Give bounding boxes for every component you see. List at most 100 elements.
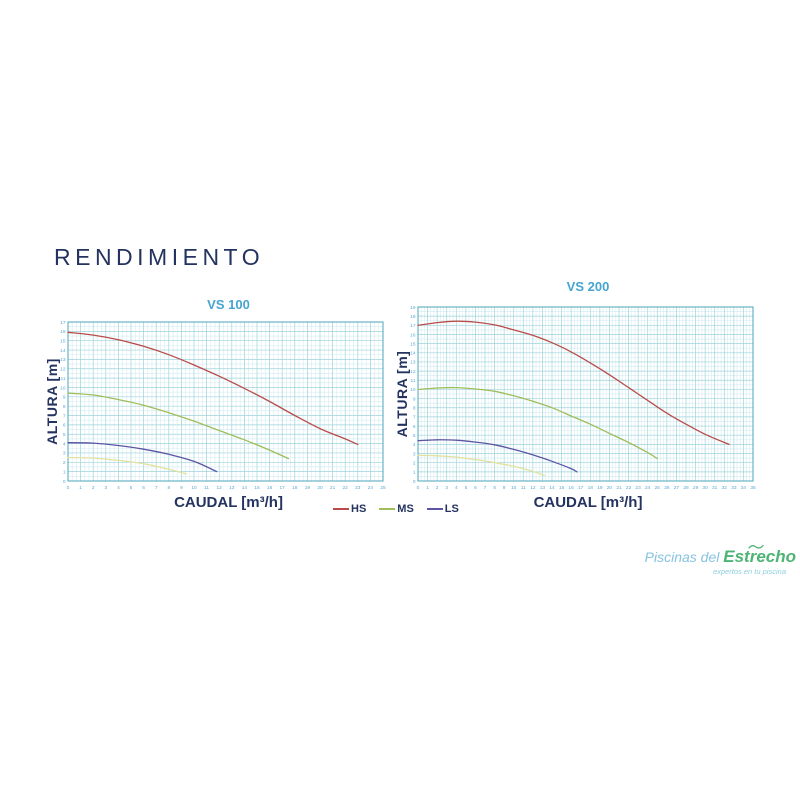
svg-text:1: 1 <box>413 470 416 476</box>
legend-swatch <box>333 508 349 510</box>
plot-svg-vs100: 0 1 2 3 4 5 6 7 8 9 10 11 12 13 14 15 16 17 18 19 20 21 22 23 24… <box>60 320 386 491</box>
svg-text:0: 0 <box>417 485 420 491</box>
svg-text:19: 19 <box>305 485 311 491</box>
svg-text:11: 11 <box>61 376 66 382</box>
svg-text:9: 9 <box>413 396 416 402</box>
logo-name: Piscinas del Estrecho <box>576 544 796 567</box>
svg-text:5: 5 <box>413 433 416 439</box>
svg-text:9: 9 <box>63 395 66 401</box>
svg-text:0: 0 <box>67 485 70 491</box>
svg-text:7: 7 <box>155 485 158 491</box>
svg-text:4: 4 <box>455 485 458 491</box>
chart-vs200: VS 200 ALTURA [m] 0 1 2 3 4 5 6 7 8 9 10 11 12 13 14 15… <box>394 278 758 511</box>
legend-label: LS <box>444 503 459 515</box>
page-title: RENDIMIENTO <box>54 244 265 270</box>
svg-text:34: 34 <box>741 485 747 491</box>
chart-title-vs100: VS 100 <box>207 297 250 312</box>
svg-text:9: 9 <box>180 485 183 491</box>
svg-text:10: 10 <box>191 485 197 491</box>
svg-text:19: 19 <box>410 305 416 311</box>
logo-tagline: expertos en tu piscina <box>713 566 786 576</box>
svg-text:3: 3 <box>104 485 107 491</box>
svg-text:16: 16 <box>410 332 416 338</box>
svg-text:14: 14 <box>60 348 66 354</box>
svg-text:6: 6 <box>142 485 145 491</box>
logo-name-part1: Piscinas del <box>644 549 724 565</box>
svg-text:11: 11 <box>204 485 209 491</box>
svg-text:23: 23 <box>355 485 361 491</box>
svg-text:0: 0 <box>63 479 66 485</box>
svg-text:13: 13 <box>229 485 235 491</box>
x-axis-label-vs100: CAUDAL [m³/h] <box>174 494 283 511</box>
svg-text:3: 3 <box>413 451 416 457</box>
svg-text:20: 20 <box>317 485 323 491</box>
svg-text:13: 13 <box>410 360 416 366</box>
logo-name-part2: Estrecho <box>723 547 796 566</box>
svg-text:26: 26 <box>664 485 670 491</box>
logo: Piscinas del Estrecho expertos en tu pis… <box>576 544 796 576</box>
svg-text:5: 5 <box>63 432 66 438</box>
svg-text:5: 5 <box>130 485 133 491</box>
y-axis-label-vs100: ALTURA [m] <box>44 358 60 445</box>
svg-text:2: 2 <box>63 460 66 466</box>
svg-text:19: 19 <box>597 485 603 491</box>
svg-text:31: 31 <box>712 485 718 491</box>
svg-text:14: 14 <box>410 351 416 357</box>
svg-text:27: 27 <box>674 485 680 491</box>
svg-text:10: 10 <box>60 385 66 391</box>
legend-swatch <box>379 508 396 510</box>
svg-text:22: 22 <box>343 485 349 491</box>
svg-text:10: 10 <box>511 485 517 491</box>
svg-text:15: 15 <box>410 341 416 347</box>
svg-text:8: 8 <box>63 404 66 410</box>
svg-text:18: 18 <box>588 485 594 491</box>
svg-text:30: 30 <box>702 485 708 491</box>
svg-text:6: 6 <box>63 423 66 429</box>
plot-svg-vs200: 0 1 2 3 4 5 6 7 8 9 10 11 12 13 14 15 16 17 18 19 20 21 22 23 24… <box>410 305 756 491</box>
svg-text:2: 2 <box>413 461 416 467</box>
svg-text:8: 8 <box>413 406 416 412</box>
svg-text:6: 6 <box>474 485 477 491</box>
svg-text:0: 0 <box>413 479 416 485</box>
svg-text:16: 16 <box>568 485 574 491</box>
legend-label: HS <box>351 503 367 515</box>
svg-text:21: 21 <box>616 485 622 491</box>
svg-text:12: 12 <box>60 367 66 373</box>
svg-text:12: 12 <box>530 485 536 491</box>
svg-text:1: 1 <box>63 469 66 475</box>
svg-text:8: 8 <box>493 485 496 491</box>
svg-text:8: 8 <box>167 485 170 491</box>
svg-text:3: 3 <box>63 451 66 457</box>
svg-text:32: 32 <box>722 485 728 491</box>
chart-vs100: VS 100 ALTURA [m] 0 1 2 3 4 5 6 7 8 9 10 11 12 13 14 15… <box>44 296 389 511</box>
svg-text:17: 17 <box>578 485 584 491</box>
svg-text:25: 25 <box>655 485 661 491</box>
svg-text:2: 2 <box>436 485 439 491</box>
svg-text:24: 24 <box>645 485 651 491</box>
svg-text:15: 15 <box>60 339 66 345</box>
svg-text:33: 33 <box>731 485 737 491</box>
legend: HS MS LS <box>333 503 459 515</box>
svg-text:1: 1 <box>79 485 82 491</box>
svg-text:15: 15 <box>254 485 260 491</box>
svg-text:4: 4 <box>63 441 66 447</box>
svg-text:15: 15 <box>559 485 565 491</box>
svg-text:18: 18 <box>292 485 298 491</box>
svg-text:12: 12 <box>410 369 416 375</box>
svg-text:11: 11 <box>411 378 416 384</box>
legend-item-ms: MS <box>379 503 414 515</box>
svg-text:14: 14 <box>242 485 248 491</box>
svg-text:25: 25 <box>380 485 386 491</box>
svg-text:12: 12 <box>217 485 223 491</box>
svg-text:16: 16 <box>60 329 66 335</box>
svg-text:7: 7 <box>413 415 416 421</box>
svg-text:2: 2 <box>92 485 95 491</box>
y-axis-label-vs200: ALTURA [m] <box>394 350 410 438</box>
svg-text:4: 4 <box>117 485 120 491</box>
x-axis-label-vs200: CAUDAL [m³/h] <box>533 494 643 511</box>
svg-text:17: 17 <box>410 323 416 329</box>
chart-title-vs200: VS 200 <box>566 279 610 294</box>
logo-wave-icon <box>748 544 764 549</box>
svg-text:9: 9 <box>503 485 506 491</box>
legend-label: MS <box>397 503 414 515</box>
